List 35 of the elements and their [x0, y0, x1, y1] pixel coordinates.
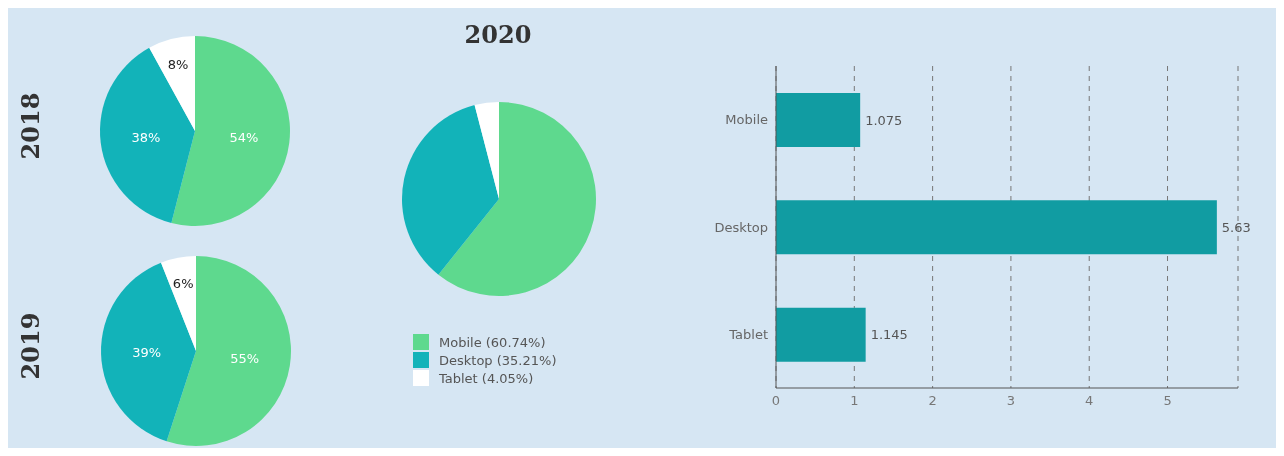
data-label: 8%	[167, 57, 189, 73]
legend-label: Mobile (60.74%)	[439, 334, 546, 350]
y-tick-label: Tablet	[728, 326, 768, 342]
pie-slice	[438, 102, 596, 296]
pie-slice	[474, 102, 499, 199]
text: 2019	[15, 312, 45, 380]
x-tick-label: 4	[1085, 393, 1094, 409]
chart-title: 2020	[463, 20, 533, 49]
data-label: 1.075	[865, 112, 903, 128]
bar	[776, 200, 1217, 255]
y-tick-label: Desktop	[714, 219, 768, 235]
data-label: 55%	[230, 351, 260, 367]
x-tick-label: 2	[928, 393, 937, 409]
bar	[776, 93, 861, 147]
data-label: 5.63	[1221, 219, 1251, 235]
pie-slice	[100, 47, 195, 224]
data-label: 6%	[172, 276, 194, 292]
x-tick-label: 3	[1006, 393, 1016, 409]
pie-slice	[101, 262, 196, 442]
text: 2018	[15, 92, 45, 160]
legend-label: Desktop (35.21%)	[439, 352, 557, 368]
data-label: 38%	[131, 129, 161, 145]
bar	[776, 307, 866, 362]
x-tick-label: 5	[1163, 393, 1172, 409]
x-tick-label: 0	[771, 393, 781, 409]
data-label: 1.145	[870, 327, 908, 343]
x-tick-label: 1	[850, 393, 859, 409]
pie-slice	[149, 36, 195, 131]
data-label: 54%	[229, 129, 259, 145]
pie-slice	[161, 256, 196, 351]
pie-slice	[402, 105, 499, 275]
data-label: 39%	[132, 345, 162, 361]
y-tick-label: Mobile	[725, 112, 768, 128]
legend-label: Tablet (4.05%)	[439, 370, 534, 386]
pie-slice	[166, 256, 291, 446]
